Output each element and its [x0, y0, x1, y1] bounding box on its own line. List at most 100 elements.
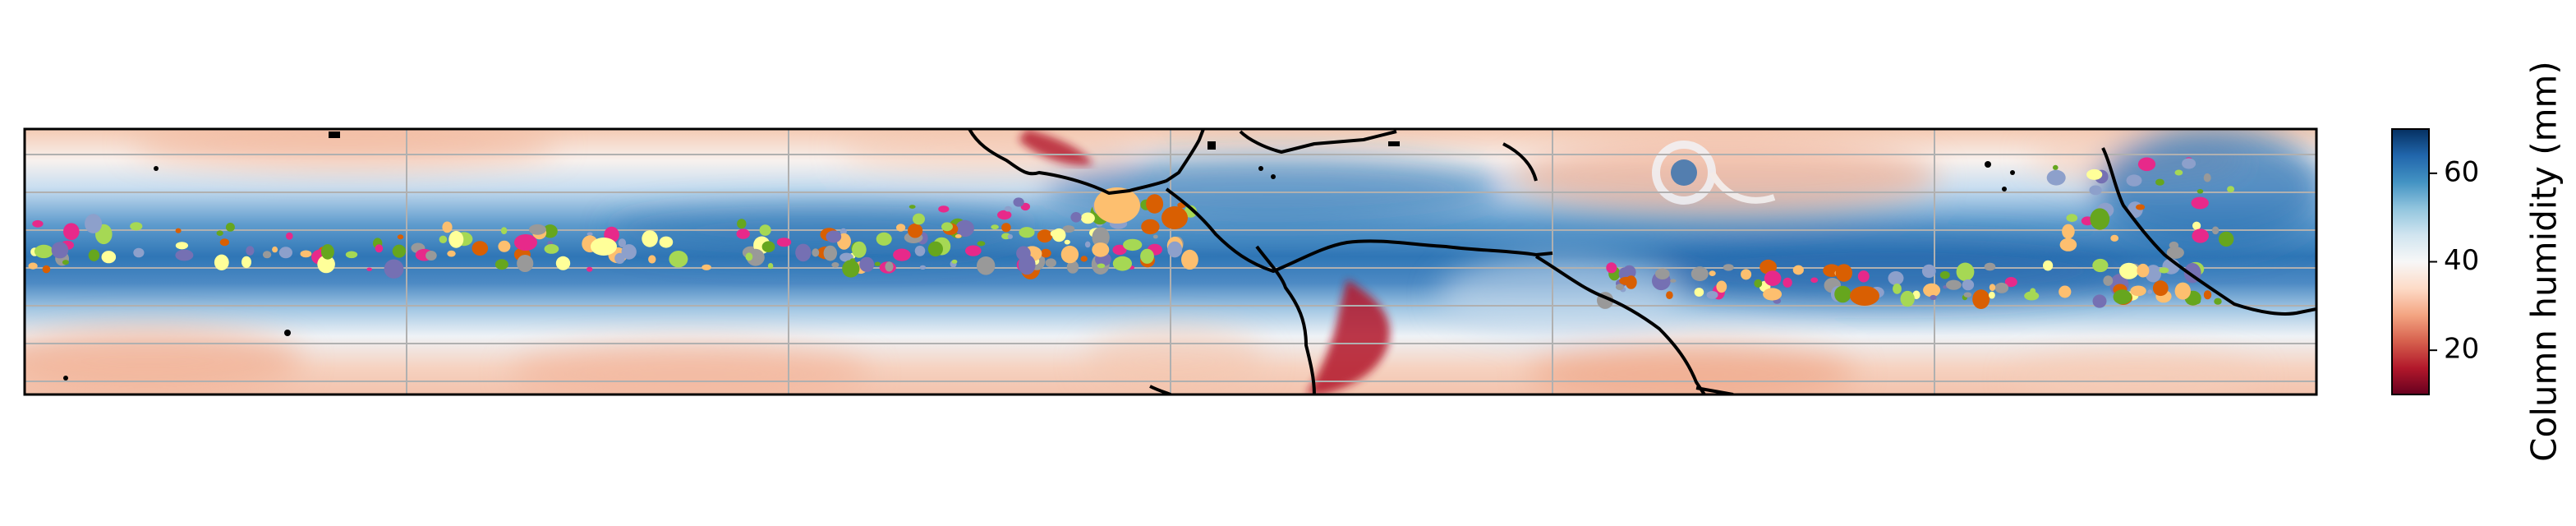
- cloud-object: [1939, 270, 1950, 279]
- cloud-object: [2145, 265, 2162, 283]
- cloud-object: [586, 232, 593, 236]
- cloud-object: [320, 244, 334, 260]
- cloud-object: [954, 234, 962, 238]
- colorbar-label: Column humidity (mm): [2524, 61, 2564, 462]
- cloud-object: [737, 219, 747, 229]
- cloud-object: [448, 230, 464, 248]
- cloud-object: [272, 246, 278, 253]
- cloud-object: [852, 241, 867, 258]
- cloud-object: [426, 251, 437, 261]
- map-frame: [23, 127, 2318, 396]
- cloud-object: [767, 263, 774, 270]
- cloud-object: [908, 223, 923, 238]
- cloud-object: [2159, 267, 2169, 274]
- cloud-object: [955, 219, 974, 238]
- cloud-object: [659, 236, 674, 248]
- cloud-object: [1893, 284, 1902, 294]
- colorbar-tick-label: 20: [2444, 333, 2479, 366]
- cloud-object: [1923, 283, 1941, 298]
- cloud-object: [1037, 229, 1053, 243]
- cloud-object: [242, 256, 251, 269]
- cloud-object: [1754, 279, 1763, 288]
- cloud-object: [85, 214, 103, 233]
- cloud-object: [2066, 214, 2078, 223]
- cloud-object: [2092, 294, 2107, 308]
- cloud-object: [1694, 288, 1704, 297]
- cloud-object: [300, 250, 312, 258]
- cloud-object: [345, 251, 358, 259]
- cloud-object: [759, 224, 771, 236]
- cloud-object: [2030, 288, 2036, 294]
- cloud-object: [1097, 263, 1106, 269]
- cloud-object: [1956, 262, 1975, 282]
- cloud-object: [941, 222, 953, 232]
- cloud-object: [1962, 279, 1975, 291]
- cloud-object: [2113, 289, 2132, 305]
- cloud-object: [32, 219, 44, 228]
- cloud-object: [216, 230, 223, 237]
- cloud-object: [919, 265, 927, 270]
- cloud-object: [1912, 290, 1920, 300]
- cloud-object: [1060, 245, 1079, 264]
- cloud-object: [2053, 164, 2058, 170]
- cloud-object: [1062, 225, 1075, 233]
- cloud-object: [214, 254, 229, 270]
- cloud-object: [2191, 196, 2209, 210]
- cloud-object: [823, 245, 837, 261]
- humidity-map: [25, 129, 2316, 394]
- cloud-object: [1655, 268, 1670, 279]
- cloud-object: [2192, 228, 2209, 243]
- cloud-object: [317, 255, 335, 274]
- cloud-object: [1080, 212, 1095, 224]
- cloud-object: [133, 247, 145, 258]
- cloud-object: [2174, 282, 2191, 300]
- cloud-object: [2110, 234, 2119, 242]
- cloud-object: [442, 221, 453, 233]
- cloud-object: [1162, 206, 1188, 229]
- cloud-object: [914, 245, 926, 256]
- cloud-object: [1619, 276, 1633, 285]
- cloud-object: [1167, 241, 1183, 258]
- cloud-object: [2169, 241, 2179, 249]
- cloud-object: [812, 248, 820, 257]
- cloud-object: [1080, 256, 1088, 262]
- cloud-object: [1064, 239, 1070, 245]
- cloud-object: [42, 265, 51, 274]
- cloud-object: [439, 235, 448, 243]
- cloud-object: [896, 224, 906, 232]
- cloud-object: [1963, 292, 1972, 298]
- cloud-object: [2046, 169, 2066, 186]
- cloud-object: [2126, 174, 2142, 187]
- colorbar-gradient: [2392, 129, 2429, 394]
- cloud-object: [528, 224, 546, 235]
- cloud-object: [761, 241, 775, 253]
- coastlines: [968, 129, 2316, 394]
- cloud-object: [977, 256, 996, 275]
- cloud-object: [2182, 158, 2196, 169]
- cloud-object: [2203, 290, 2212, 300]
- cloud-object: [1989, 291, 1995, 299]
- cloud-object: [2166, 246, 2184, 259]
- cloud-object: [614, 252, 625, 264]
- cloud-object: [2137, 263, 2150, 278]
- colorbar-tick-label: 40: [2444, 244, 2479, 277]
- cloud-object: [500, 227, 508, 234]
- cloud-object: [544, 244, 559, 254]
- cloud-object: [859, 256, 875, 272]
- andes-dry-region: [1306, 279, 1390, 394]
- cloud-object: [1792, 265, 1804, 275]
- cloud-object: [586, 266, 593, 272]
- cloud-object: [965, 245, 982, 256]
- cloud-object: [1184, 205, 1198, 218]
- cloud-object: [28, 262, 38, 270]
- cloud-object: [874, 261, 881, 266]
- cloud-object: [913, 213, 925, 225]
- gridlines: [25, 129, 2316, 394]
- cloud-object: [1741, 269, 1752, 280]
- cloud-object: [555, 256, 571, 270]
- cloud-object: [2043, 260, 2054, 271]
- cloud-objects: [28, 157, 2235, 309]
- cloud-object: [494, 259, 508, 270]
- cloud-object: [63, 223, 80, 241]
- cloud-object: [840, 252, 853, 262]
